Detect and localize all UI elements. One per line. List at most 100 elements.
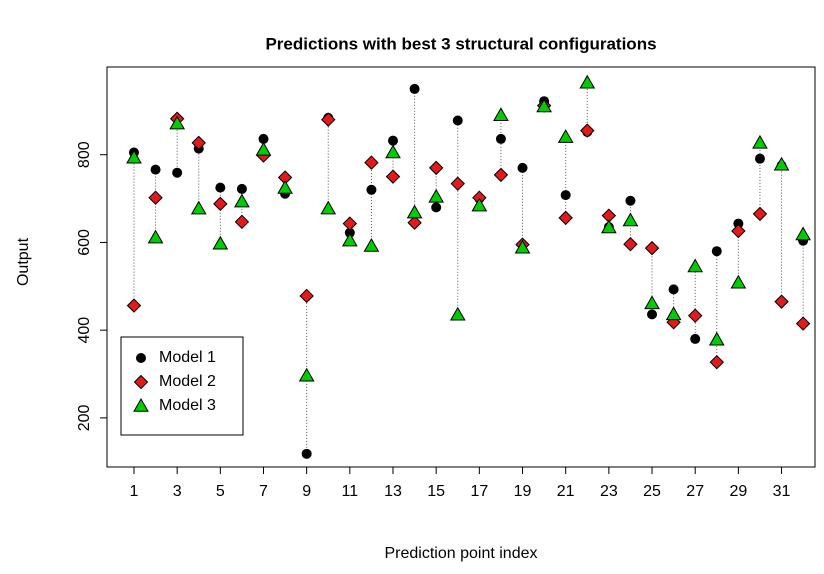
point xyxy=(301,448,312,459)
legend-label: Model 2 xyxy=(159,373,216,390)
point xyxy=(213,196,228,212)
point xyxy=(687,308,703,323)
point xyxy=(730,274,747,289)
point xyxy=(364,155,379,170)
point xyxy=(147,229,164,244)
x-tick-label: 11 xyxy=(342,483,359,500)
point xyxy=(409,83,420,94)
legend-marker xyxy=(133,374,149,390)
x-tick-label: 21 xyxy=(557,483,575,500)
point xyxy=(342,216,358,231)
point xyxy=(773,156,790,171)
x-tick-label: 13 xyxy=(384,483,402,500)
point xyxy=(557,129,574,143)
plot-box xyxy=(106,66,816,468)
point xyxy=(752,206,768,222)
point xyxy=(428,188,445,203)
point xyxy=(647,309,658,320)
point xyxy=(321,112,336,127)
point xyxy=(258,133,269,144)
point xyxy=(560,190,571,201)
point xyxy=(668,284,679,295)
x-tick-label: 29 xyxy=(729,483,747,500)
point xyxy=(711,246,722,257)
legend-marker xyxy=(136,353,146,363)
point xyxy=(126,149,142,164)
point xyxy=(191,135,206,151)
point xyxy=(320,200,337,215)
point xyxy=(774,294,789,309)
chart-title: Predictions with best 3 structural confi… xyxy=(265,34,656,53)
x-tick-label: 23 xyxy=(600,483,618,500)
y-tick-label: 400 xyxy=(76,317,93,344)
point xyxy=(449,306,466,321)
point xyxy=(407,215,422,230)
x-axis-label: Prediction point index xyxy=(385,545,538,562)
point xyxy=(172,167,183,178)
point xyxy=(752,134,768,149)
point xyxy=(385,144,401,159)
point xyxy=(493,167,509,183)
point xyxy=(708,331,725,346)
point xyxy=(495,133,506,144)
point xyxy=(428,160,444,176)
point xyxy=(388,135,399,146)
x-tick-label: 3 xyxy=(173,483,182,500)
y-tick-label: 600 xyxy=(76,229,93,256)
point xyxy=(148,190,163,205)
point xyxy=(277,180,293,194)
point xyxy=(215,182,226,193)
point xyxy=(795,316,811,331)
legend-label: Model 1 xyxy=(159,349,216,366)
point xyxy=(795,226,811,241)
point xyxy=(236,183,247,194)
x-tick-label: 7 xyxy=(259,483,268,500)
point xyxy=(452,115,463,126)
x-tick-label: 17 xyxy=(470,483,488,500)
point xyxy=(341,232,358,247)
point xyxy=(623,236,638,252)
point xyxy=(363,237,380,252)
point xyxy=(754,153,765,164)
point xyxy=(709,354,724,370)
point xyxy=(558,210,573,226)
point xyxy=(580,123,595,138)
point xyxy=(406,204,423,219)
point xyxy=(234,214,250,230)
legend-marker xyxy=(133,397,149,412)
x-tick-label: 9 xyxy=(302,483,311,500)
point xyxy=(733,218,744,229)
point xyxy=(431,202,442,213)
point xyxy=(514,239,531,254)
point xyxy=(579,74,596,89)
x-tick-label: 31 xyxy=(773,483,791,500)
point xyxy=(299,288,314,304)
point xyxy=(385,169,401,184)
x-tick-label: 19 xyxy=(514,483,532,500)
point xyxy=(471,197,488,212)
legend-label: Model 3 xyxy=(159,397,216,414)
point xyxy=(517,162,528,173)
point xyxy=(644,240,660,256)
point xyxy=(644,295,660,310)
point xyxy=(150,164,161,175)
point xyxy=(600,219,617,234)
point xyxy=(212,235,229,250)
x-tick-label: 15 xyxy=(427,483,445,500)
x-tick-label: 5 xyxy=(216,483,225,500)
point xyxy=(126,298,142,313)
point xyxy=(298,367,315,382)
point xyxy=(687,258,704,273)
x-tick-label: 25 xyxy=(643,483,661,500)
point xyxy=(190,200,207,215)
y-axis-label: Output xyxy=(15,237,32,286)
point xyxy=(625,195,636,206)
point xyxy=(690,333,701,344)
point xyxy=(366,184,377,195)
point xyxy=(493,107,509,121)
point xyxy=(255,141,272,156)
point xyxy=(169,115,186,130)
point xyxy=(622,212,639,227)
point xyxy=(731,223,746,239)
